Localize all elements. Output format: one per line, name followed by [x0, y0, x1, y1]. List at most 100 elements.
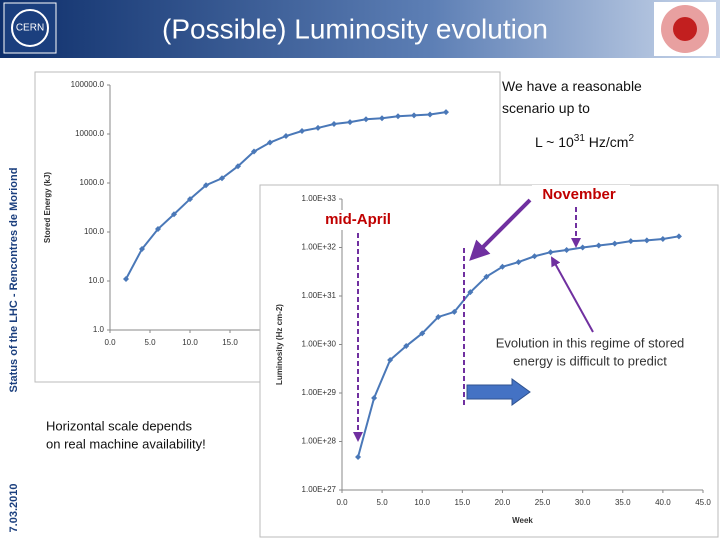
evolution-text: energy is difficult to predict — [513, 353, 667, 368]
data-point — [435, 313, 442, 320]
data-point — [203, 182, 209, 189]
november-label: November — [542, 186, 616, 203]
data-point — [355, 453, 362, 460]
horizontal-text: on real machine availability! — [46, 436, 206, 451]
evolution-text: Evolution in this regime of stored — [496, 335, 685, 350]
x-tick-label: 5.0 — [377, 498, 389, 507]
talk-label: Status of the LHC - Rencontres de Morion… — [8, 168, 20, 393]
y-tick-label: 1.00E+33 — [302, 194, 337, 203]
y-tick-label: 10.0 — [88, 276, 104, 285]
data-point — [411, 112, 417, 119]
y-tick-label: 1.00E+30 — [302, 340, 337, 349]
lumi-part: L ~ 10 — [535, 134, 574, 150]
data-point — [219, 175, 225, 182]
data-point — [267, 139, 273, 146]
x-tick-label: 45.0 — [695, 498, 711, 507]
horizontal-text: Horizontal scale depends — [46, 418, 192, 433]
data-point — [595, 242, 602, 249]
data-point — [611, 240, 618, 247]
data-point — [643, 237, 650, 244]
mid-april-bg — [315, 210, 401, 230]
data-point — [371, 394, 378, 401]
november-bg — [532, 185, 630, 205]
data-point — [187, 196, 193, 203]
x-tick-label: 10.0 — [182, 338, 198, 347]
right-logo-core — [673, 17, 697, 41]
x-tick-label: 30.0 — [575, 498, 591, 507]
data-point — [331, 120, 337, 127]
x-tick-label: 5.0 — [144, 338, 156, 347]
horizontal-bg — [42, 414, 258, 456]
y-tick-label: 1000.0 — [80, 178, 105, 187]
data-point — [251, 148, 257, 155]
lumi-part: 2 — [628, 133, 634, 144]
evolution-bg — [470, 335, 710, 373]
data-point — [531, 253, 538, 260]
data-point — [363, 116, 369, 123]
scale-arrow — [466, 378, 531, 406]
x-tick-label: 35.0 — [615, 498, 631, 507]
y-tick-label: 100.0 — [84, 227, 105, 236]
data-point — [515, 259, 522, 266]
lumi-text: L ~ 1031 Hz/cm2 — [535, 133, 634, 150]
november-arrow — [469, 198, 532, 261]
data-point — [419, 330, 426, 337]
y-tick-label: 100000.0 — [71, 80, 105, 89]
lumi-part: Hz/cm — [585, 134, 629, 150]
data-point — [659, 235, 666, 242]
x-tick-label: 25.0 — [535, 498, 551, 507]
data-point — [563, 246, 570, 253]
data-point — [675, 233, 682, 240]
data-point — [171, 211, 177, 218]
y-axis-label: Luminosity (Hz cm-2) — [275, 304, 284, 385]
data-point — [483, 273, 490, 280]
lumi-part: 31 — [574, 133, 586, 144]
x-tick-label: 40.0 — [655, 498, 671, 507]
data-point — [387, 356, 394, 363]
scenario-text: We have a reasonable scenario up to — [502, 78, 642, 116]
data-point — [627, 238, 634, 245]
data-point — [379, 115, 385, 122]
data-point — [347, 119, 353, 126]
data-point — [315, 124, 321, 131]
data-point — [123, 275, 129, 282]
data-point — [155, 226, 161, 233]
logo-ring — [11, 9, 49, 47]
x-tick-label: 0.0 — [104, 338, 116, 347]
data-point — [467, 289, 474, 296]
y-tick-label: 1.00E+29 — [302, 388, 337, 397]
data-point — [283, 133, 289, 140]
data-point — [547, 249, 554, 256]
data-point — [403, 343, 410, 350]
logo-text: CERN — [16, 23, 44, 34]
data-point — [443, 109, 449, 116]
data-point — [579, 244, 586, 251]
y-axis-label: Stored Energy (kJ) — [43, 172, 52, 243]
data-point — [235, 163, 241, 170]
x-tick-label: 15.0 — [455, 498, 471, 507]
header-bar — [0, 0, 720, 58]
date-label: 7.03.2010 — [8, 484, 20, 533]
x-axis-label: Week — [512, 516, 533, 525]
mid-april-label: mid-April — [325, 211, 391, 228]
data-point — [395, 113, 401, 120]
data-point — [499, 263, 506, 270]
x-tick-label: 15.0 — [222, 338, 238, 347]
y-tick-label: 1.00E+32 — [302, 243, 337, 252]
y-tick-label: 1.0 — [93, 325, 105, 334]
slide-title: (Possible) Luminosity evolution — [162, 13, 548, 44]
data-point — [299, 128, 305, 135]
y-tick-label: 1.00E+27 — [302, 485, 337, 494]
y-tick-label: 1.00E+31 — [302, 291, 337, 300]
data-point — [139, 245, 145, 252]
x-tick-label: 10.0 — [414, 498, 430, 507]
data-point — [451, 308, 458, 315]
y-tick-label: 1.00E+28 — [302, 437, 337, 446]
data-point — [427, 111, 433, 118]
x-tick-label: 20.0 — [495, 498, 511, 507]
evolution-arrow — [551, 256, 594, 333]
x-tick-label: 0.0 — [336, 498, 348, 507]
y-tick-label: 10000.0 — [75, 129, 104, 138]
